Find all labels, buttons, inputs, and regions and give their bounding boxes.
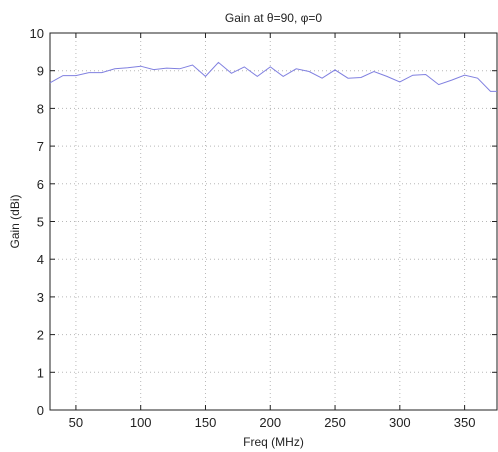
plot-frame xyxy=(49,32,498,411)
y-tick-label: 4 xyxy=(37,252,44,267)
chart-title: Gain at θ=90, φ=0 xyxy=(225,11,323,25)
y-tick-label: 2 xyxy=(37,328,44,343)
y-axis-title: Gain (dBi) xyxy=(8,194,22,248)
y-tick-label: 0 xyxy=(37,403,44,418)
x-tick-label: 200 xyxy=(259,415,281,430)
x-tick-label: 250 xyxy=(324,415,346,430)
tick-labels: 50 100 150 200 250 300 350 0 1 2 3 4 5 6 7 8 9 10 xyxy=(30,26,476,430)
y-tick-label: 8 xyxy=(37,101,44,116)
grid xyxy=(50,32,497,411)
gain-series-line xyxy=(49,61,497,92)
x-tick-label: 150 xyxy=(195,415,217,430)
y-tick-label: 3 xyxy=(37,290,44,305)
y-tick-label: 1 xyxy=(37,365,44,380)
y-tick-label: 10 xyxy=(30,26,44,41)
y-tick-label: 7 xyxy=(37,139,44,154)
y-tick-label: 9 xyxy=(37,64,44,79)
x-axis-title: Freq (MHz) xyxy=(243,435,304,449)
y-tick-label: 6 xyxy=(37,177,44,192)
x-tick-label: 100 xyxy=(130,415,152,430)
x-tick-label: 300 xyxy=(389,415,411,430)
x-tick-label: 50 xyxy=(69,415,83,430)
y-tick-label: 5 xyxy=(37,215,44,230)
x-tick-label: 350 xyxy=(454,415,476,430)
axis-ticks xyxy=(50,32,497,411)
series-layer xyxy=(49,61,497,92)
